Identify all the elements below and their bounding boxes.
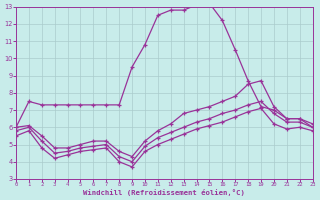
X-axis label: Windchill (Refroidissement éolien,°C): Windchill (Refroidissement éolien,°C) (84, 189, 245, 196)
